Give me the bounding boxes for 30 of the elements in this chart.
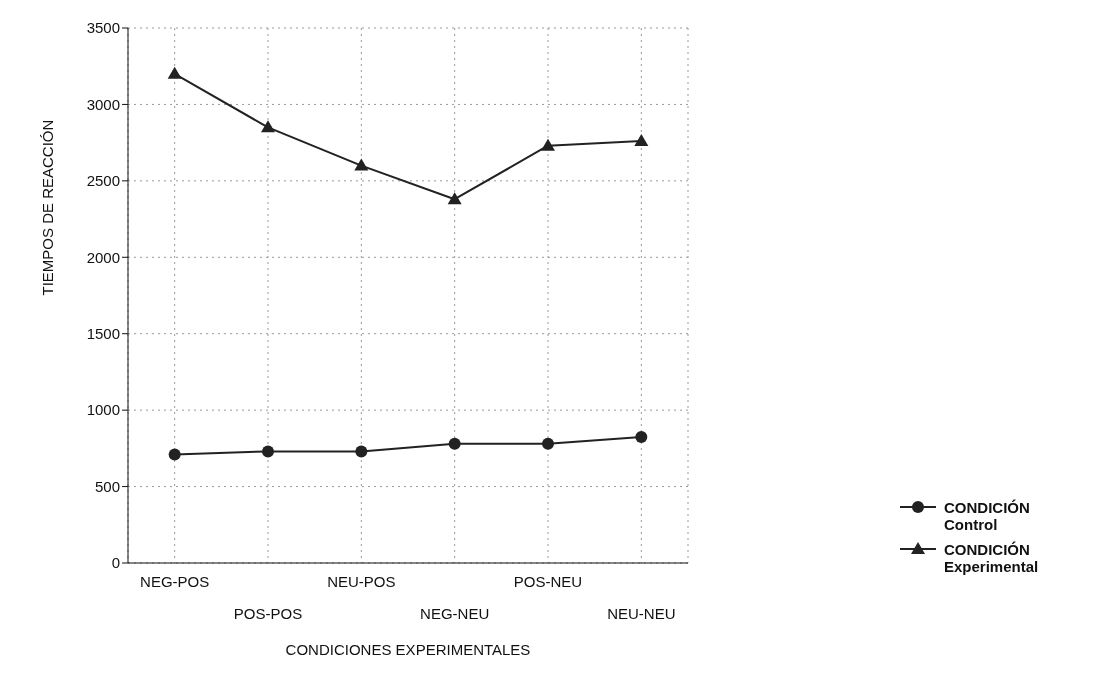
x-tick-label: POS-NEU <box>513 573 583 590</box>
point <box>261 120 275 133</box>
point <box>168 448 181 461</box>
y-tick-label: 500 <box>94 477 120 495</box>
x-axis-title: CONDICIONES EXPERIMENTALES <box>285 641 531 658</box>
legend-label: CONDICIÓN Experimental <box>944 541 1040 575</box>
legend-label: CONDICIÓN Control <box>944 499 1031 533</box>
point <box>354 158 369 171</box>
y-axis-title: TIEMPOS DE REACCIÓN <box>39 119 57 296</box>
x-tick-label: NEU-POS <box>327 573 396 590</box>
point <box>634 134 649 147</box>
x-tick-label: NEU-NEU <box>607 605 676 622</box>
point <box>355 445 368 458</box>
point <box>541 138 555 151</box>
y-tick-label: 2000 <box>86 248 120 266</box>
x-tick-label: NEG-POS <box>140 573 210 590</box>
y-tick-label: 2500 <box>86 172 120 190</box>
y-tick-label: 3500 <box>86 19 120 37</box>
point <box>635 430 648 443</box>
point <box>167 66 182 79</box>
point <box>447 192 462 205</box>
point <box>542 437 554 450</box>
point <box>262 445 274 458</box>
x-tick-label: NEG-NEU <box>420 605 490 622</box>
x-tick-label: POS-POS <box>233 605 303 622</box>
y-tick-label: 1000 <box>86 401 120 419</box>
y-tick-label: 0 <box>111 554 120 572</box>
point <box>448 437 461 450</box>
y-tick-label: 3000 <box>86 95 120 113</box>
y-tick-label: 1500 <box>86 325 120 343</box>
